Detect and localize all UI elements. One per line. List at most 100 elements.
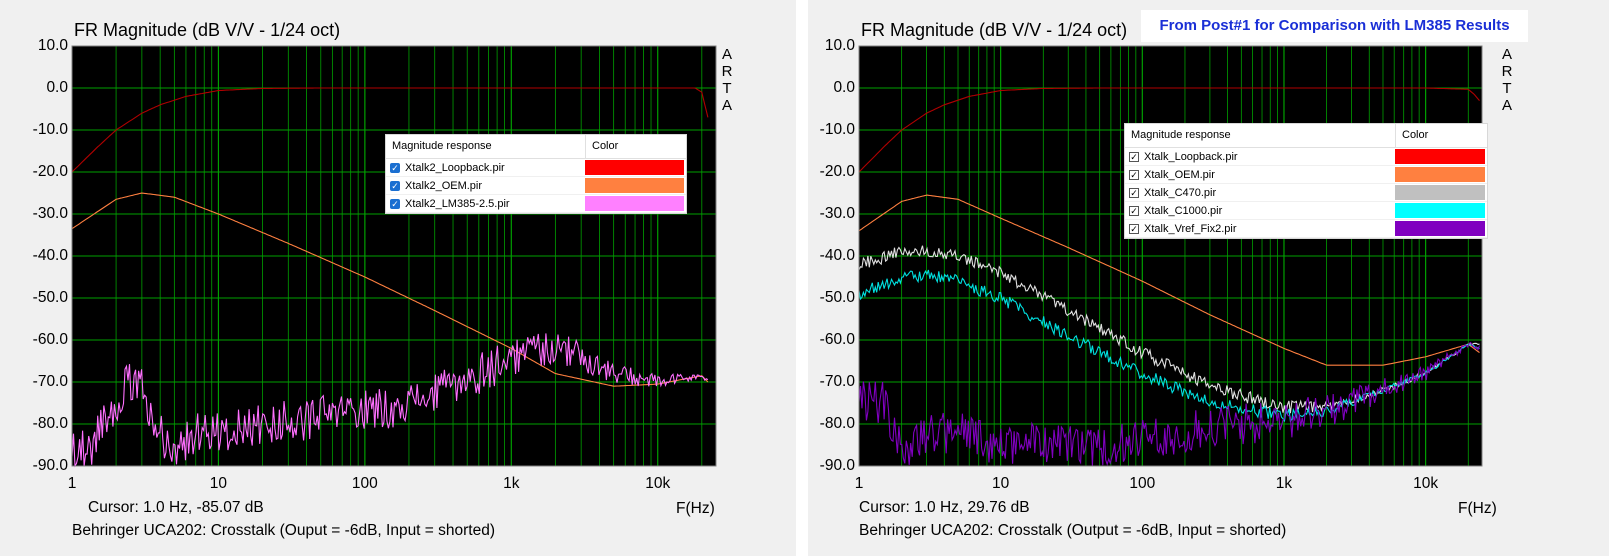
- legend-item[interactable]: ✓ Xtalk2_Loopback.pir: [386, 159, 686, 177]
- legend-color-swatch: [1395, 221, 1485, 236]
- x-tick-label: 1k: [503, 475, 520, 492]
- legend-item[interactable]: ✓ Xtalk2_OEM.pir: [386, 177, 686, 195]
- y-tick-label: -60.0: [819, 331, 855, 348]
- y-tick-label: -50.0: [32, 289, 68, 306]
- legend-color-swatch: [1395, 203, 1485, 218]
- x-tick-label: 10: [209, 475, 228, 492]
- checkbox-icon[interactable]: ✓: [1129, 151, 1139, 162]
- legend-item[interactable]: ✓ Xtalk_C1000.pir: [1125, 202, 1487, 220]
- chart-panel-right: FR Magnitude (dB V/V - 1/24 oct) A R T A…: [808, 0, 1609, 556]
- y-tick-label: -50.0: [819, 289, 855, 306]
- legend-item-name: ✓ Xtalk2_OEM.pir: [386, 180, 585, 192]
- legend-item-label: Xtalk2_OEM.pir: [405, 179, 483, 192]
- legend-color-swatch: [585, 160, 684, 175]
- legend-item-label: Xtalk_OEM.pir: [1144, 168, 1215, 181]
- legend-item-name: ✓ Xtalk_OEM.pir: [1125, 169, 1395, 181]
- legend-header-name: Magnitude response: [1125, 124, 1396, 147]
- legend-item[interactable]: ✓ Xtalk_Loopback.pir: [1125, 148, 1487, 166]
- legend-header-color: Color: [592, 140, 619, 152]
- plot-title: FR Magnitude (dB V/V - 1/24 oct): [861, 20, 1128, 40]
- legend-item-label: Xtalk_Vref_Fix2.pir: [1144, 222, 1237, 235]
- legend-item[interactable]: ✓ Xtalk_Vref_Fix2.pir: [1125, 220, 1487, 238]
- arta-label: A R T A: [720, 46, 734, 114]
- panel-divider: [796, 0, 808, 556]
- chart-svg-left: [71, 45, 717, 468]
- x-tick-label: 10k: [1413, 475, 1439, 492]
- plot-title: FR Magnitude (dB V/V - 1/24 oct): [74, 20, 341, 40]
- legend-header: Magnitude response Color: [386, 135, 686, 159]
- legend-item-name: ✓ Xtalk_C470.pir: [1125, 187, 1395, 199]
- checkbox-icon[interactable]: ✓: [390, 162, 400, 173]
- y-tick-label: -40.0: [819, 247, 855, 264]
- legend-item[interactable]: ✓ Xtalk_OEM.pir: [1125, 166, 1487, 184]
- chart-caption: Behringer UCA202: Crosstalk (Output = -6…: [859, 522, 1287, 539]
- legend-color-swatch: [1395, 149, 1485, 164]
- legend-color-swatch: [1395, 185, 1485, 200]
- y-tick-label: -30.0: [819, 205, 855, 222]
- y-tick-label: -60.0: [32, 331, 68, 348]
- checkbox-icon[interactable]: ✓: [390, 180, 400, 191]
- plot-border: [858, 45, 1483, 467]
- legend-item-name: ✓ Xtalk_C1000.pir: [1125, 205, 1395, 217]
- arta-letter: A: [1501, 46, 1512, 63]
- chart-svg-right: [858, 45, 1483, 467]
- arta-letter: A: [1501, 97, 1512, 114]
- arta-letter: R: [721, 63, 733, 80]
- legend-item-name: ✓ Xtalk2_LM385-2.5.pir: [386, 198, 585, 210]
- x-tick-label: 1k: [1275, 475, 1293, 492]
- legend-item-name: ✓ Xtalk_Loopback.pir: [1125, 151, 1395, 163]
- series-line: [858, 341, 1481, 467]
- series-line: [858, 194, 1480, 366]
- x-tick-label: 10: [992, 475, 1010, 492]
- legend-item[interactable]: ✓ Xtalk2_LM385-2.5.pir: [386, 195, 686, 213]
- legend-item-name: ✓ Xtalk_Vref_Fix2.pir: [1125, 223, 1395, 235]
- checkbox-icon[interactable]: ✓: [1129, 187, 1139, 198]
- y-tick-label: -40.0: [32, 247, 68, 264]
- arta-letter: A: [721, 46, 732, 63]
- y-tick-label: 0.0: [833, 79, 855, 96]
- legend-item-label: Xtalk_C470.pir: [1144, 186, 1217, 199]
- legend-color-swatch: [585, 178, 684, 193]
- chart-caption: Behringer UCA202: Crosstalk (Ouput = -6d…: [72, 522, 496, 539]
- legend-color-swatch: [585, 196, 684, 211]
- checkbox-icon[interactable]: ✓: [390, 198, 400, 209]
- y-tick-label: 10.0: [37, 37, 68, 54]
- x-tick-label: 10k: [645, 475, 671, 492]
- y-tick-label: -70.0: [32, 373, 68, 390]
- y-tick-label: 10.0: [824, 37, 855, 54]
- legend-item-label: Xtalk_C1000.pir: [1144, 204, 1223, 217]
- y-tick-label: -90.0: [819, 457, 855, 474]
- checkbox-icon[interactable]: ✓: [1129, 205, 1139, 216]
- legend-header: Magnitude response Color: [1125, 124, 1487, 148]
- checkbox-icon[interactable]: ✓: [1129, 223, 1139, 234]
- arta-label: A R T A: [1500, 46, 1514, 114]
- y-tick-label: -20.0: [819, 163, 855, 180]
- y-tick-label: -10.0: [819, 121, 855, 138]
- x-axis-label: F(Hz): [1458, 500, 1497, 517]
- y-tick-label: -20.0: [32, 163, 68, 180]
- legend-item[interactable]: ✓ Xtalk_C470.pir: [1125, 184, 1487, 202]
- legend-item-name: ✓ Xtalk2_Loopback.pir: [386, 162, 585, 174]
- plot-border: [71, 45, 717, 467]
- arta-letter: T: [1502, 80, 1512, 97]
- y-tick-label: -80.0: [32, 415, 68, 432]
- legend-box: Magnitude response Color ✓ Xtalk2_Loopback.…: [385, 134, 687, 214]
- legend-item-label: Xtalk2_Loopback.pir: [405, 161, 505, 174]
- legend-header-color: Color: [1402, 129, 1429, 141]
- y-tick-label: -10.0: [32, 121, 68, 138]
- legend-header-name: Magnitude response: [386, 135, 586, 158]
- arta-letter: R: [1501, 63, 1513, 80]
- checkbox-icon[interactable]: ✓: [1129, 169, 1139, 180]
- series-line: [858, 87, 1480, 173]
- x-tick-label: 100: [1129, 475, 1156, 492]
- comparison-banner: From Post#1 for Comparison with LM385 Re…: [1141, 10, 1528, 42]
- y-tick-label: -80.0: [819, 415, 855, 432]
- x-tick-label: 1: [67, 475, 77, 492]
- y-tick-label: -90.0: [32, 457, 68, 474]
- x-tick-label: 100: [351, 475, 378, 492]
- y-tick-label: -70.0: [819, 373, 855, 390]
- legend-item-label: Xtalk2_LM385-2.5.pir: [405, 197, 510, 210]
- cursor-readout: Cursor: 1.0 Hz, 29.76 dB: [859, 499, 1030, 516]
- y-tick-label: -30.0: [32, 205, 68, 222]
- arta-letter: T: [722, 80, 732, 97]
